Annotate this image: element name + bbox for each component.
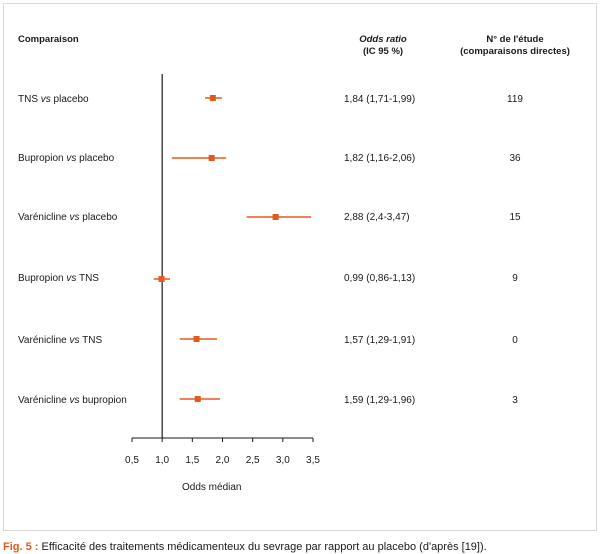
or-value: 0,99 (0,86-1,13): [344, 273, 416, 284]
figure-panel: [3, 3, 597, 531]
point-marker: [194, 396, 201, 402]
x-tick-label: 0,5: [125, 455, 139, 466]
x-tick-label: 1,5: [185, 455, 199, 466]
row-label-5: Varénicline vs bupropion: [18, 395, 127, 406]
row-label-0: TNS vs placebo: [18, 94, 89, 105]
row-label-4: Varénicline vs TNS: [18, 335, 103, 346]
or-value: 1,82 (1,16-2,06): [344, 153, 416, 164]
study-count: 9: [512, 273, 518, 284]
header-comparison: Comparaison: [18, 34, 79, 45]
row-label-1: Bupropion vs placebo: [18, 153, 115, 164]
header-study-count: N° de l'étude (comparaisons directes): [450, 34, 580, 58]
or-value: 2,88 (2,4-3,47): [344, 212, 410, 223]
x-tick-label: 3,0: [276, 455, 290, 466]
x-axis-title: Odds médian: [182, 482, 242, 493]
study-count: 119: [507, 94, 523, 105]
figure-number: Fig. 5 :: [3, 541, 39, 553]
header-or-line1: Odds ratio: [359, 34, 407, 45]
or-value: 1,84 (1,71-1,99): [344, 94, 416, 105]
or-value: 1,57 (1,29-1,91): [344, 335, 416, 346]
x-tick-label: 1,0: [155, 455, 169, 466]
header-or-line2: (IC 95 %): [362, 46, 404, 57]
caption-text: Efficacité des traitements médicamenteux…: [38, 541, 487, 553]
study-count: 0: [512, 335, 518, 346]
header-n-line1: N° de l'étude: [486, 34, 544, 45]
point-marker: [158, 276, 165, 282]
x-tick-label: 2,5: [246, 455, 260, 466]
x-tick-label: 2,0: [216, 455, 230, 466]
study-count: 3: [512, 395, 518, 406]
row-label-3: Bupropion vs TNS: [18, 273, 99, 284]
point-marker: [208, 155, 215, 161]
or-value: 1,59 (1,29-1,96): [344, 395, 416, 406]
study-count: 15: [509, 212, 521, 223]
point-marker: [272, 214, 279, 220]
point-marker: [193, 336, 200, 342]
x-tick-label: 3,5: [306, 455, 320, 466]
row-label-2: Varénicline vs placebo: [18, 212, 118, 223]
figure-caption: Fig. 5 : Efficacité des traitements médi…: [3, 541, 487, 553]
study-count: 36: [509, 153, 521, 164]
header-odds-ratio: Odds ratio (IC 95 %): [338, 34, 428, 58]
header-n-line2: (comparaisons directes): [460, 46, 570, 57]
point-marker: [209, 95, 216, 101]
